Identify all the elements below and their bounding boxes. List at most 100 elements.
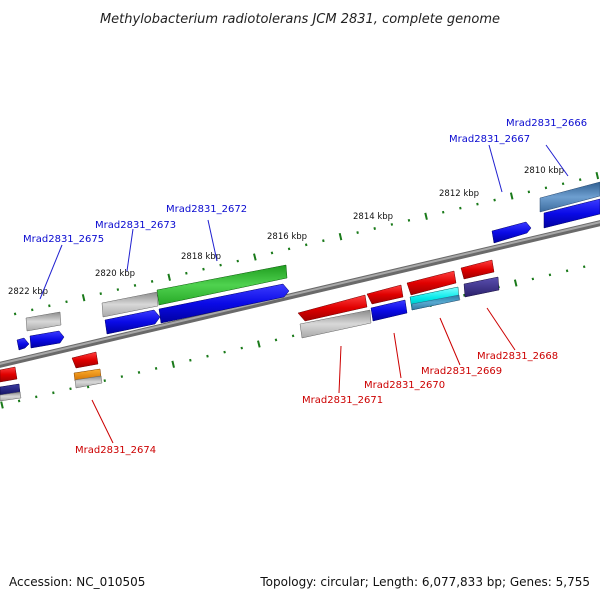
tick-lower-2 (35, 395, 38, 399)
gene-mrad2831-2673[interactable] (101, 291, 159, 318)
gene-labels-bottom: Mrad2831_2668 Mrad2831_2669 Mrad2831_267… (75, 351, 558, 456)
tick-lower-33 (565, 269, 569, 273)
gene-label-mrad2831-2668[interactable]: Mrad2831_2668 (477, 351, 558, 362)
gene-mrad2831-2675[interactable] (25, 311, 62, 332)
gene-mrad2831-2670[interactable] (366, 284, 404, 305)
tick-upper-25 (424, 212, 428, 220)
tick-upper-8 (133, 284, 137, 287)
gene-label-mrad2831-2673[interactable]: Mrad2831_2673 (95, 220, 176, 231)
gene-label-mrad2831-2672[interactable]: Mrad2831_2672 (166, 204, 247, 215)
tick-lower-30 (513, 279, 518, 287)
tick-upper-33 (561, 182, 565, 186)
gene-labels-top: Mrad2831_2666 Mrad2831_2667 Mrad2831_267… (23, 118, 587, 245)
tick-upper-11 (185, 271, 188, 275)
gene-label-mrad2831-2667[interactable]: Mrad2831_2667 (449, 134, 530, 145)
tick-lower-3 (52, 391, 55, 395)
kbp-label-2816: 2816 kbp (267, 232, 307, 242)
gene-mrad2831-2671[interactable] (297, 294, 368, 322)
tick-lower-27 (463, 293, 466, 297)
gene-label-mrad2831-2674[interactable]: Mrad2831_2674 (75, 445, 156, 456)
gene-left-gray[interactable] (0, 391, 22, 402)
tick-upper-30 (509, 192, 514, 200)
gene-small-left[interactable] (16, 337, 30, 351)
tick-upper-32 (544, 186, 548, 190)
gene-mrad2831-2668[interactable] (460, 259, 495, 280)
tick-upper-24 (407, 218, 411, 222)
tick-upper-20 (338, 232, 343, 241)
tick-upper-26 (441, 210, 445, 214)
genes-lower (0, 259, 500, 402)
tick-lower-4 (69, 387, 72, 391)
kbp-label-2810: 2810 kbp (524, 166, 564, 176)
gene-mrad2831-2666-lower[interactable] (543, 198, 600, 229)
tick-lower-15 (257, 340, 261, 348)
gene-label-mrad2831-2671[interactable]: Mrad2831_2671 (302, 395, 383, 406)
tick-upper-2 (31, 308, 34, 312)
tick-upper-7 (116, 288, 120, 291)
tick-lower-0 (0, 401, 4, 409)
tick-upper-16 (270, 251, 274, 255)
gene-mrad2831-2674-gray[interactable] (74, 375, 103, 389)
gene-mrad2831-2669[interactable] (406, 270, 457, 296)
tick-upper-34 (578, 178, 582, 182)
gene-mrad2831-2671-lower[interactable] (299, 309, 372, 339)
tick-lower-13 (223, 350, 226, 354)
tick-lower-10 (171, 360, 175, 368)
kbp-label-2818: 2818 kbp (181, 252, 221, 262)
tick-upper-17 (287, 247, 291, 251)
gene-mrad2831-2674[interactable] (71, 351, 99, 369)
gene-label-mrad2831-2675[interactable]: Mrad2831_2675 (23, 234, 104, 245)
tick-lower-32 (548, 273, 552, 277)
tick-upper-27 (459, 206, 462, 210)
tick-upper-23 (390, 223, 394, 226)
tick-lower-9 (154, 366, 158, 370)
gene-mrad2831-2672-lower[interactable] (158, 283, 290, 324)
gene-mrad2831-2667[interactable] (491, 221, 532, 244)
tick-lower-1 (17, 399, 21, 403)
genes-upper (16, 181, 600, 351)
tick-upper-12 (202, 267, 205, 271)
tick-upper-9 (150, 279, 154, 283)
tick-lower-14 (240, 346, 243, 350)
gene-left-red[interactable] (0, 366, 18, 383)
tick-lower-8 (137, 371, 141, 374)
leader-lines-top (39, 144, 569, 300)
map-title: Methylobacterium radiotolerans JCM 2831,… (100, 12, 500, 27)
tick-upper-4 (65, 300, 68, 304)
tick-lower-6 (103, 379, 106, 383)
gene-mrad2831-2670-lower[interactable] (370, 299, 408, 322)
kbp-label-2820: 2820 kbp (95, 269, 135, 279)
tick-upper-6 (99, 292, 102, 296)
tick-upper-15 (253, 253, 257, 261)
kbp-label-2822: 2822 kbp (8, 287, 48, 297)
tick-upper-22 (373, 227, 376, 230)
kbp-labels: 2810 kbp 2812 kbp 2814 kbp 2816 kbp 2818… (8, 166, 564, 297)
gene-mrad2831-2672[interactable] (156, 264, 288, 306)
gene-label-mrad2831-2670[interactable]: Mrad2831_2670 (364, 380, 445, 391)
tick-upper-3 (48, 304, 51, 308)
gene-mrad2831-2668-lower[interactable] (463, 276, 500, 298)
tick-upper-10 (167, 273, 171, 281)
gene-mrad2831-2666[interactable] (539, 181, 600, 213)
kbp-label-2812: 2812 kbp (439, 189, 479, 199)
footer-summary: Topology: circular; Length: 6,077,833 bp… (259, 575, 590, 589)
tick-upper-35 (595, 171, 600, 180)
tick-lower-34 (582, 265, 586, 269)
leader-lines-bottom (91, 307, 516, 444)
tick-lower-12 (206, 354, 209, 358)
tick-upper-29 (493, 198, 496, 202)
gene-mrad2831-2675-lower[interactable] (29, 330, 65, 349)
gene-mrad2831-2669-steel[interactable] (411, 294, 461, 311)
tick-lower-11 (189, 358, 192, 362)
gene-label-mrad2831-2666[interactable]: Mrad2831_2666 (506, 118, 587, 129)
tick-upper-28 (476, 202, 479, 206)
tick-upper-19 (322, 239, 325, 243)
tick-upper-14 (236, 259, 239, 263)
tick-upper-1 (13, 312, 17, 316)
kbp-label-2814: 2814 kbp (353, 212, 393, 222)
gene-mrad2831-2673-lower[interactable] (104, 309, 161, 335)
gene-label-mrad2831-2669[interactable]: Mrad2831_2669 (421, 366, 502, 377)
tick-scale-upper (13, 171, 600, 316)
tick-lower-16 (274, 338, 278, 342)
